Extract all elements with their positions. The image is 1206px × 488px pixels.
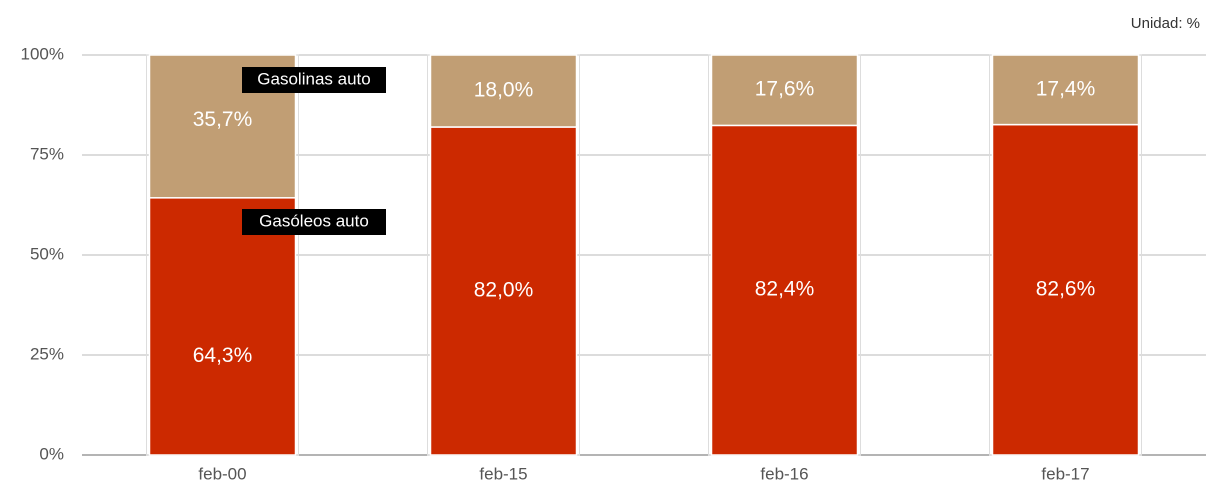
- x-tick-label: feb-16: [760, 464, 808, 483]
- bar-segment: [991, 54, 1140, 126]
- x-tick-label: feb-17: [1041, 464, 1089, 483]
- y-tick-label: 75%: [30, 144, 64, 163]
- value-label: 18,0%: [474, 79, 534, 102]
- legend-label: Gasóleos auto: [259, 211, 369, 230]
- y-tick-label: 50%: [30, 244, 64, 263]
- bar-segment: [991, 123, 1140, 456]
- value-label: 17,4%: [1036, 77, 1096, 100]
- bar-segment: [710, 54, 859, 127]
- x-tick-label: feb-15: [479, 464, 527, 483]
- value-label: 35,7%: [193, 108, 253, 131]
- y-tick-label: 25%: [30, 344, 64, 363]
- value-label: 82,4%: [755, 278, 815, 301]
- y-tick-label: 0%: [39, 444, 64, 463]
- legend-label: Gasolinas auto: [257, 69, 370, 88]
- legend-box: [242, 67, 386, 93]
- value-label: 82,6%: [1036, 277, 1096, 300]
- value-label: 17,6%: [755, 78, 815, 101]
- bar-segment: [710, 124, 859, 456]
- bar-segment: [429, 126, 578, 456]
- unit-label: Unidad: %: [1131, 15, 1200, 32]
- value-label: 82,0%: [474, 279, 534, 302]
- y-tick-label: 100%: [21, 44, 64, 63]
- bar-segment: [429, 54, 578, 128]
- bar-segment: [148, 197, 297, 456]
- legend-box: [242, 209, 386, 235]
- x-tick-label: feb-00: [198, 464, 246, 483]
- value-label: 64,3%: [193, 344, 253, 367]
